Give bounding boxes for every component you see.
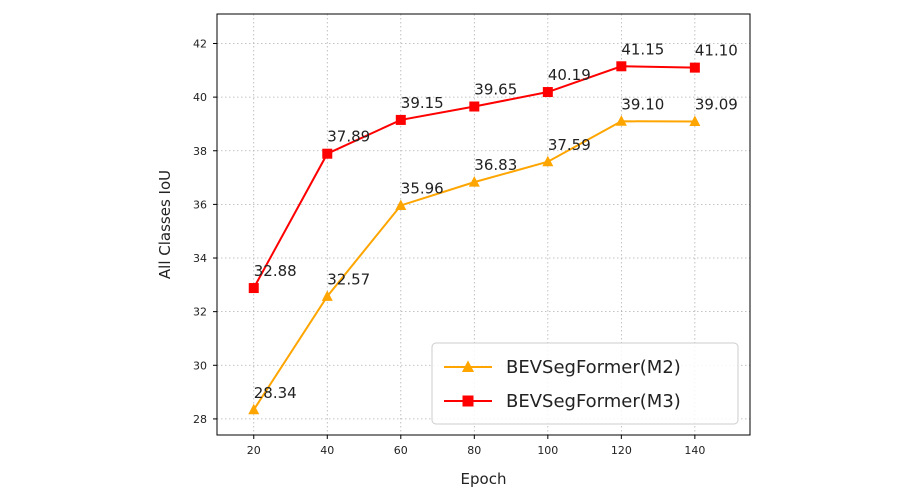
data-label: 35.96 bbox=[401, 179, 444, 197]
data-point bbox=[616, 61, 627, 72]
y-tick-label: 38 bbox=[193, 145, 207, 158]
legend-entry: BEVSegFormer(M3) bbox=[506, 391, 681, 412]
data-point bbox=[468, 176, 480, 187]
data-label: 36.83 bbox=[474, 156, 517, 174]
data-point bbox=[321, 290, 333, 301]
y-tick-label: 28 bbox=[193, 413, 207, 426]
data-label: 32.57 bbox=[327, 270, 370, 288]
data-label: 39.15 bbox=[401, 94, 444, 112]
data-point bbox=[248, 403, 260, 415]
data-label: 41.10 bbox=[695, 42, 738, 60]
axis-ticks: 20 40 60 80 100 120 140 28 30 32 34 36 38 40 42 bbox=[193, 37, 705, 457]
data-label: 37.89 bbox=[327, 128, 370, 146]
data-point bbox=[248, 283, 259, 294]
data-point bbox=[542, 155, 554, 167]
x-tick-label: 140 bbox=[684, 444, 705, 457]
data-label: 37.59 bbox=[548, 136, 591, 154]
data-label: 39.09 bbox=[695, 96, 738, 114]
plot-area-frame bbox=[216, 13, 751, 436]
data-point bbox=[689, 62, 700, 73]
data-point bbox=[689, 115, 701, 127]
y-tick-label: 40 bbox=[193, 91, 207, 104]
data-point bbox=[542, 87, 553, 98]
y-tick-label: 36 bbox=[193, 198, 207, 211]
y-tick-label: 30 bbox=[193, 359, 207, 372]
x-tick-label: 60 bbox=[394, 444, 408, 457]
data-label: 32.88 bbox=[254, 262, 297, 280]
legend-marker bbox=[462, 395, 474, 407]
y-tick-label: 42 bbox=[193, 37, 207, 50]
data-label: 41.15 bbox=[621, 40, 664, 58]
x-tick-label: 80 bbox=[467, 444, 481, 457]
legend-entry: BEVSegFormer(M2) bbox=[506, 357, 681, 378]
data-point bbox=[395, 199, 407, 210]
data-label: 28.34 bbox=[254, 384, 297, 402]
series-m3: 32.88 37.89 39.15 39.65 40.19 41.15 41.10 bbox=[248, 40, 738, 294]
data-point bbox=[322, 148, 333, 159]
data-point bbox=[615, 115, 627, 126]
series-m2: 28.34 32.57 35.96 36.83 37.59 39.10 39.09 bbox=[248, 95, 738, 415]
y-axis-label: All Classes IoU bbox=[156, 170, 174, 279]
x-tick-label: 20 bbox=[247, 444, 261, 457]
x-tick-label: 100 bbox=[537, 444, 558, 457]
x-tick-label: 120 bbox=[611, 444, 632, 457]
legend-marker bbox=[461, 360, 475, 372]
data-point bbox=[395, 114, 406, 125]
legend: BEVSegFormer(M2) BEVSegFormer(M3) bbox=[431, 342, 739, 425]
legend-box bbox=[431, 342, 739, 425]
y-tick-label: 32 bbox=[193, 306, 207, 319]
data-label: 40.19 bbox=[548, 66, 591, 84]
x-tick-label: 40 bbox=[320, 444, 334, 457]
x-axis-label: Epoch bbox=[461, 470, 507, 488]
data-point bbox=[469, 101, 480, 112]
data-label: 39.65 bbox=[474, 81, 517, 99]
y-tick-label: 34 bbox=[193, 252, 207, 265]
data-label: 39.10 bbox=[621, 95, 664, 113]
